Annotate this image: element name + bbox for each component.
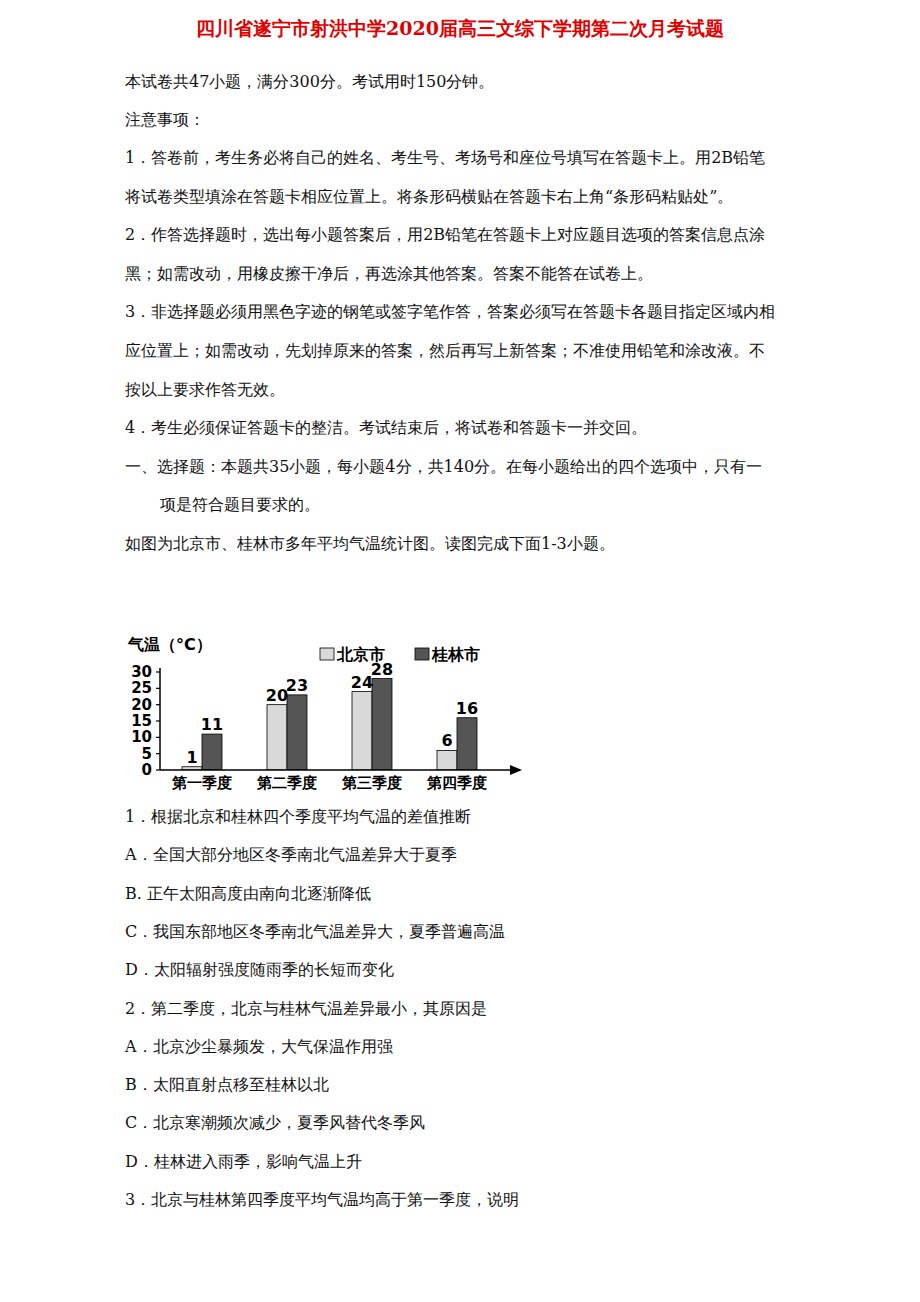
y-tick-label: 10 xyxy=(131,728,152,746)
data-label: 11 xyxy=(201,715,223,734)
y-tick-label: 15 xyxy=(131,712,152,730)
question-stem: 1．根据北京和桂林四个季度平均气温的差值推断 xyxy=(125,807,471,827)
y-tick xyxy=(156,688,160,689)
bar xyxy=(352,692,372,770)
data-label: 20 xyxy=(266,686,288,705)
x-tick-label: 第三季度 xyxy=(341,774,402,792)
note-line: 4．考生必须保证答题卡的整洁。考试结束后，将试卷和答题卡一并交回。 xyxy=(125,418,647,438)
data-label: 6 xyxy=(441,731,452,750)
note-line: 按以上要求作答无效。 xyxy=(125,380,285,400)
title: 四川省遂宁市射洪中学2020届高三文综下学期第二次月考试题 xyxy=(0,18,920,38)
y-tick xyxy=(156,671,160,672)
legend-swatch xyxy=(415,648,429,660)
note-line: 1．答卷前，考生务必将自己的姓名、考生号、考场号和座位号填写在答题卡上。用2B铅… xyxy=(125,148,765,168)
legend-swatch xyxy=(320,648,334,660)
option: D．太阳辐射强度随雨季的长短而变化 xyxy=(125,960,394,980)
question-stem: 3．北京与桂林第四季度平均气温均高于第一季度，说明 xyxy=(125,1190,519,1210)
data-label: 1 xyxy=(186,748,197,767)
bar xyxy=(457,718,477,770)
option: B. 正午太阳高度由南向北逐渐降低 xyxy=(125,884,371,904)
note-line: 3．非选择题必须用黑色字迹的钢笔或签字笔作答，答案必须写在答题卡各题目指定区域内… xyxy=(125,302,775,322)
bar xyxy=(202,734,222,770)
bar xyxy=(287,695,307,770)
note-line: 黑；如需改动，用橡皮擦干净后，再选涂其他答案。答案不能答在试卷上。 xyxy=(125,264,653,284)
option: C．我国东部地区冬季南北气温差异大，夏季普遍高温 xyxy=(125,922,505,942)
x-axis xyxy=(160,769,515,771)
legend-label: 桂林市 xyxy=(431,645,480,664)
y-tick xyxy=(156,769,160,770)
y-tick xyxy=(156,704,160,705)
y-tick-label: 20 xyxy=(131,696,152,714)
y-tick-label: 5 xyxy=(142,745,152,763)
bar xyxy=(372,679,392,770)
y-label: 气温（°C） xyxy=(127,635,212,654)
option: D．桂林进入雨季，影响气温上升 xyxy=(125,1152,362,1172)
option: A．北京沙尘暴频发，大气保温作用强 xyxy=(125,1037,393,1057)
option: A．全国大部分地区冬季南北气温差异大于夏季 xyxy=(125,845,457,865)
data-label: 16 xyxy=(456,699,478,718)
question-intro: 如图为北京市、桂林市多年平均气温统计图。读图完成下面1-3小题。 xyxy=(125,534,615,554)
x-tick-label: 第四季度 xyxy=(426,774,487,792)
note-line: 将试卷类型填涂在答题卡相应位置上。将条形码横贴在答题卡右上角“条形码粘贴处”。 xyxy=(125,187,733,207)
y-tick xyxy=(156,720,160,721)
notes-heading: 注意事项： xyxy=(125,110,205,130)
x-axis-arrow xyxy=(510,765,522,775)
bar xyxy=(437,750,457,770)
intro: 本试卷共47小题，满分300分。考试用时150分钟。 xyxy=(125,72,494,92)
option: C．北京寒潮频次减少，夏季风替代冬季风 xyxy=(125,1113,425,1133)
y-axis xyxy=(159,668,161,770)
section-line: 一、选择题：本题共35小题，每小题4分，共140分。在每小题给出的四个选项中，只… xyxy=(125,457,762,477)
bar xyxy=(267,705,287,770)
chart: 气温（°C）05101520253012024611232816第一季度第二季度… xyxy=(120,630,540,800)
y-tick-label: 0 xyxy=(142,761,152,779)
data-label: 24 xyxy=(351,673,373,692)
option: B．太阳直射点移至桂林以北 xyxy=(125,1075,329,1095)
legend-label: 北京市 xyxy=(336,645,385,664)
question-stem: 2．第二季度，北京与桂林气温差异最小，其原因是 xyxy=(125,999,487,1019)
y-tick xyxy=(156,737,160,738)
page: {"title":"四川省遂宁市射洪中学2020届高三文综下学期第二次月考试题"… xyxy=(0,0,920,1302)
data-label: 23 xyxy=(286,676,308,695)
x-tick-label: 第二季度 xyxy=(256,774,317,792)
y-tick-label: 30 xyxy=(131,663,152,681)
note-line: 应位置上；如需改动，先划掉原来的答案，然后再写上新答案；不准使用铅笔和涂改液。不 xyxy=(125,341,765,361)
y-tick-label: 25 xyxy=(131,679,152,697)
bars xyxy=(182,679,477,770)
y-tick xyxy=(156,753,160,754)
section-line: 项是符合题目要求的。 xyxy=(160,495,320,515)
x-tick-label: 第一季度 xyxy=(171,774,232,792)
note-line: 2．作答选择题时，选出每小题答案后，用2B铅笔在答题卡上对应题目选项的答案信息点… xyxy=(125,225,765,245)
